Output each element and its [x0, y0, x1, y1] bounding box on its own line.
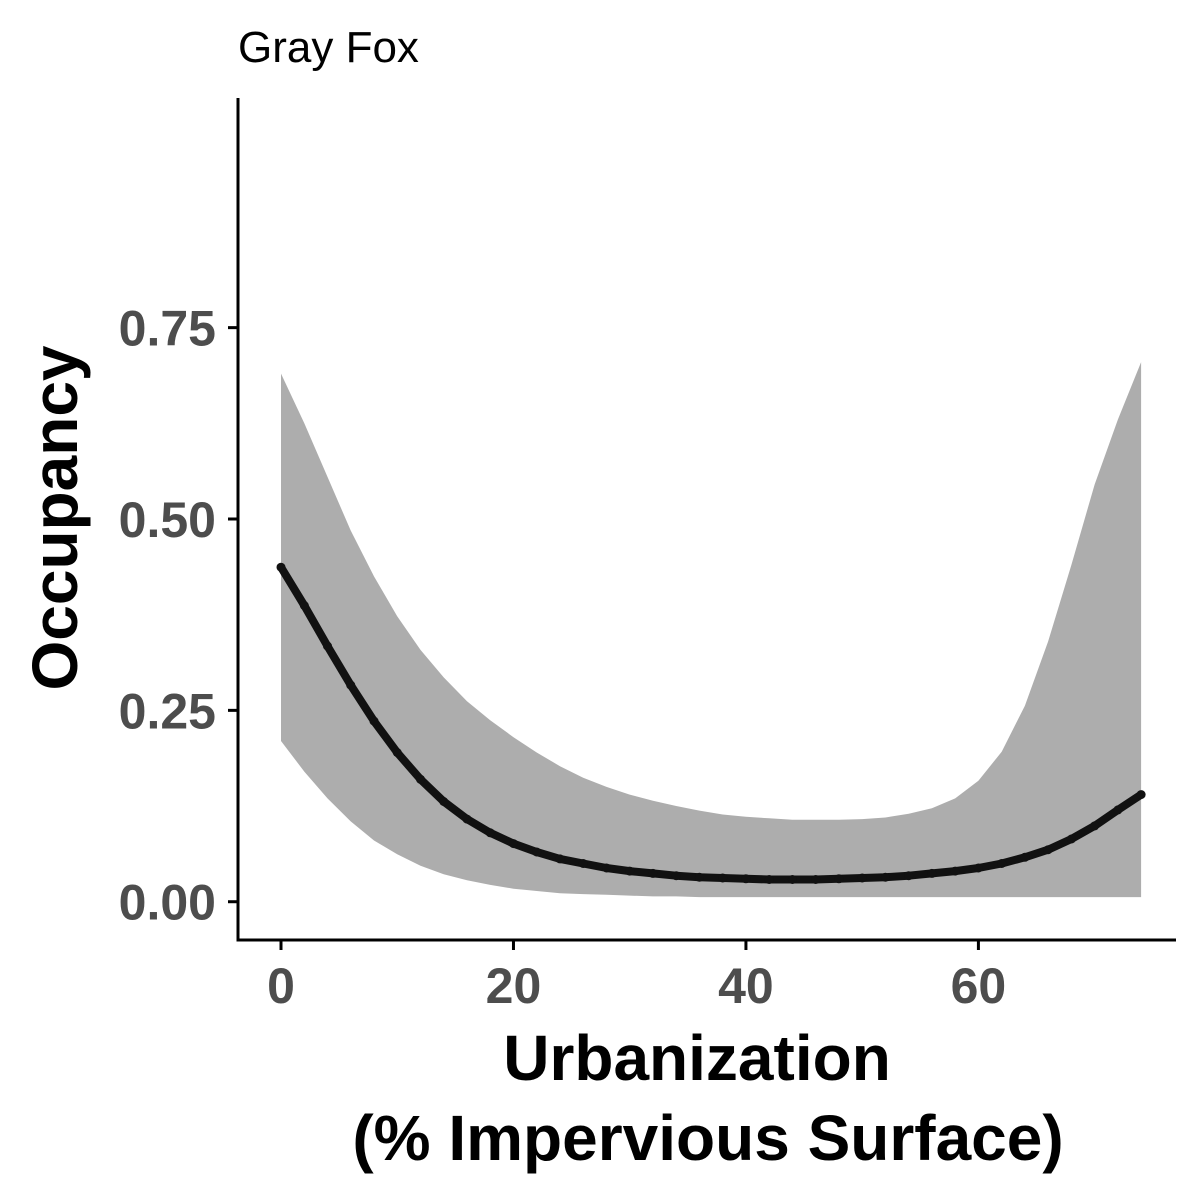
occupancy-point	[323, 641, 332, 651]
x-axis-title-line-2: (% Impervious Surface)	[352, 1102, 1063, 1174]
confidence-ribbon	[281, 362, 1142, 898]
occupancy-point	[950, 866, 960, 876]
occupancy-point	[904, 871, 914, 881]
occupancy-point	[811, 875, 821, 884]
occupancy-point	[485, 828, 495, 838]
occupancy-point	[299, 601, 309, 610]
occupancy-point	[578, 859, 588, 868]
x-axis-title-line-1: Urbanization	[503, 1022, 891, 1094]
occupancy-point	[694, 872, 704, 882]
x-tick-label: 40	[718, 958, 774, 1014]
occupancy-point	[555, 854, 565, 864]
y-axis-title: Occupancy	[19, 345, 91, 690]
x-tick-label: 60	[951, 958, 1007, 1014]
occupancy-point	[648, 868, 658, 878]
occupancy-point	[602, 863, 611, 873]
confidence-ribbon-layer	[281, 362, 1142, 898]
occupancy-point	[834, 874, 844, 884]
y-tick-label: 0.25	[119, 683, 216, 739]
occupancy-point	[718, 873, 728, 883]
occupancy-point	[346, 680, 356, 690]
occupancy-point	[416, 774, 425, 784]
occupancy-point	[509, 839, 518, 849]
occupancy-point	[369, 716, 379, 726]
x-tick-label: 20	[486, 958, 542, 1014]
occupancy-point	[1136, 790, 1146, 800]
occupancy-point	[671, 871, 681, 881]
y-tick-label: 0.50	[119, 492, 216, 548]
occupancy-point	[927, 868, 937, 878]
occupancy-point	[787, 875, 797, 884]
occupancy-point	[1020, 852, 1030, 862]
occupancy-point	[1113, 805, 1123, 815]
y-tick-label: 0.00	[119, 875, 216, 931]
occupancy-point	[625, 866, 635, 876]
occupancy-point	[532, 847, 542, 857]
axes: 0.00 0.25 0.50 0.75 0 20 40 60	[119, 98, 1176, 1014]
occupancy-point	[1090, 821, 1100, 831]
occupancy-point	[1066, 834, 1076, 844]
occupancy-point	[741, 874, 751, 884]
occupancy-point	[880, 872, 890, 882]
y-tick-label: 0.75	[119, 301, 216, 357]
occupancy-point	[276, 562, 286, 572]
occupancy-line-layer	[276, 562, 1146, 884]
occupancy-point	[764, 875, 774, 884]
occupancy-point	[857, 873, 867, 883]
occupancy-point	[1043, 845, 1053, 855]
occupancy-point	[392, 748, 402, 757]
chart-title: Gray Fox	[238, 23, 419, 72]
occupancy-point	[439, 797, 449, 806]
occupancy-point	[462, 814, 472, 824]
occupancy-point	[997, 859, 1007, 868]
x-tick-label: 0	[267, 958, 295, 1014]
occupancy-point	[973, 863, 983, 873]
